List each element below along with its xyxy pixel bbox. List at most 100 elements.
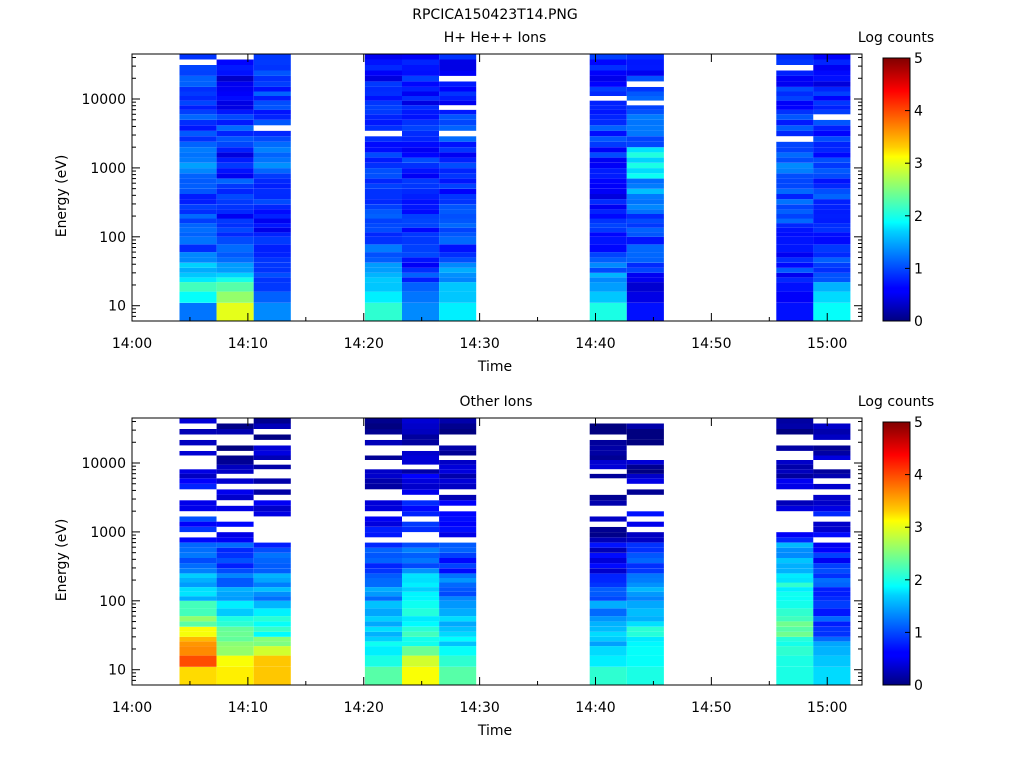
spectrogram-cell: [439, 223, 477, 228]
colorbar-tick-label: 4: [914, 468, 923, 484]
colorbar-tick-label: 5: [914, 415, 923, 431]
spectrogram-cell: [439, 636, 477, 642]
spectrogram-cell: [589, 511, 627, 517]
spectrogram-cell: [813, 114, 851, 120]
spectrogram-cell: [253, 494, 291, 501]
spectrogram-cell: [589, 114, 627, 120]
spectrogram-cell: [626, 152, 664, 158]
spectrogram-cell: [364, 183, 402, 189]
spectrogram-cell: [402, 105, 440, 110]
spectrogram-cell: [813, 423, 851, 429]
spectrogram-cell: [253, 100, 291, 106]
spectrogram-cell: [439, 227, 477, 233]
spectrogram-cell: [402, 626, 440, 632]
spectrogram-cell: [439, 114, 477, 120]
spectrogram-cell: [439, 105, 477, 110]
spectrogram-cell: [402, 152, 440, 158]
spectrogram-cell: [179, 232, 217, 237]
spectrogram-cell: [179, 96, 217, 101]
spectrogram-cell: [402, 183, 440, 189]
spectrogram-cell: [402, 526, 440, 533]
spectrogram-cell: [253, 455, 291, 460]
spectrogram-cell: [776, 109, 814, 115]
spectrogram-cell: [402, 218, 440, 224]
spectrogram-cell: [364, 511, 402, 517]
spectrogram-cell: [364, 227, 402, 233]
spectrogram-cell: [626, 600, 664, 609]
spectrogram-cell: [179, 204, 217, 210]
spectrogram-cell: [813, 626, 851, 632]
spectrogram-cell: [216, 478, 254, 484]
spectrogram-cell: [216, 455, 254, 460]
spectrogram-cell: [253, 232, 291, 237]
y-tick-label: 100: [99, 230, 126, 246]
spectrogram-cell: [253, 54, 291, 60]
spectrogram-cell: [216, 291, 254, 303]
spectrogram-cell: [364, 666, 402, 685]
colorbar-label: Log counts: [858, 30, 934, 46]
spectrogram-cell: [776, 563, 814, 569]
spectrogram-cell: [589, 272, 627, 278]
spectrogram-cell: [813, 537, 851, 543]
spectrogram-cell: [364, 626, 402, 632]
spectrogram-cell: [253, 582, 291, 588]
spectrogram-cell: [589, 526, 627, 533]
spectrogram-cell: [402, 469, 440, 474]
spectrogram-cell: [179, 162, 217, 169]
spectrogram-cell: [402, 596, 440, 601]
spectrogram-cell: [364, 596, 402, 601]
spectrogram-cell: [402, 587, 440, 592]
spectrogram-cell: [813, 552, 851, 558]
spectrogram-cell: [626, 469, 664, 474]
spectrogram-cell: [402, 473, 440, 479]
spectrogram-cell: [589, 188, 627, 194]
spectrogram-cell: [589, 157, 627, 163]
spectrogram-cell: [776, 194, 814, 200]
spectrogram-cell: [813, 227, 851, 233]
spectrogram-cell: [439, 218, 477, 224]
spectrogram-cell: [776, 209, 814, 214]
spectrogram-cell: [364, 214, 402, 219]
spectrogram-cell: [216, 552, 254, 558]
spectrogram-cell: [364, 252, 402, 258]
spectrogram-cell: [813, 489, 851, 495]
spectrogram-cell: [626, 214, 664, 219]
spectrogram-cell: [626, 162, 664, 169]
spectrogram-cell: [439, 521, 477, 527]
spectrogram-cell: [439, 209, 477, 214]
spectrogram-cell: [776, 455, 814, 460]
spectrogram-cell: [216, 75, 254, 82]
spectrogram-cell: [364, 532, 402, 538]
spectrogram-cell: [439, 500, 477, 506]
spectrogram-cell: [813, 646, 851, 656]
spectrogram-cell: [253, 277, 291, 283]
spectrogram-cell: [402, 223, 440, 228]
spectrogram-cell: [179, 596, 217, 601]
spectrogram-cell: [253, 302, 291, 321]
spectrogram-cell: [216, 423, 254, 429]
spectrogram-cell: [364, 244, 402, 253]
spectrogram-cell: [626, 236, 664, 245]
spectrogram-cell: [253, 291, 291, 303]
spectrogram-cell: [364, 162, 402, 169]
spectrogram-cell: [216, 505, 254, 512]
spectrogram-cell: [776, 91, 814, 96]
spectrogram-cell: [402, 616, 440, 622]
spectrogram-cell: [179, 257, 217, 263]
spectrogram-cell: [626, 511, 664, 517]
spectrogram-cell: [589, 608, 627, 617]
spectrogram-cell: [589, 537, 627, 543]
spectrogram-cell: [626, 631, 664, 637]
spectrogram-cell: [813, 666, 851, 685]
spectrogram-cell: [626, 646, 664, 656]
spectrogram-cell: [626, 81, 664, 87]
spectrogram-cell: [589, 302, 627, 321]
spectrogram-cell: [179, 655, 217, 667]
spectrogram-cell: [589, 109, 627, 115]
spectrogram-cell: [589, 418, 627, 424]
spectrogram-cell: [626, 59, 664, 65]
spectrogram-cell: [776, 105, 814, 110]
spectrogram-cell: [813, 272, 851, 278]
spectrogram-cell: [179, 636, 217, 642]
spectrogram-cell: [813, 214, 851, 219]
